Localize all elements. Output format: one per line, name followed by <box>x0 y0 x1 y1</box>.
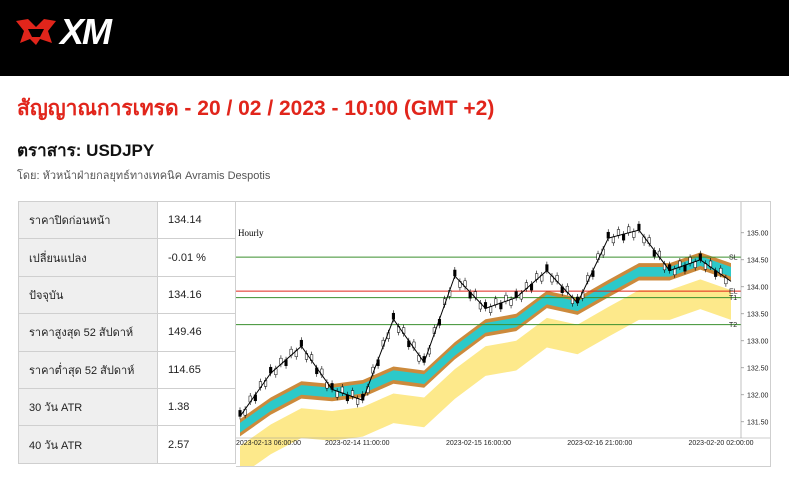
stat-value: -0.01 % <box>157 238 236 277</box>
candle-body <box>345 394 349 402</box>
x-tick-label: 2023-02-20 02:00:00 <box>689 440 754 447</box>
table-row: ราคาต่ำสุด 52 สัปดาห์ 114.65 <box>18 350 236 389</box>
byline-author: หัวหน้าฝ่ายกลยุทธ์ทางเทคนิค Avramis Desp… <box>42 170 271 182</box>
stat-value: 134.16 <box>157 275 236 315</box>
instrument-value: USDJPY <box>86 141 155 160</box>
y-tick-label: 134.00 <box>747 284 769 291</box>
stat-label: 40 วัน ATR <box>18 425 158 464</box>
x-tick-label: 2023-02-16 21:00:00 <box>567 440 632 447</box>
candle-body <box>673 268 677 276</box>
table-row: เปลี่ยนแปลง -0.01 % <box>18 238 236 277</box>
stat-value: 149.46 <box>157 313 236 352</box>
candle-body <box>606 231 610 239</box>
candle-body <box>489 306 493 313</box>
candle-body <box>698 253 702 261</box>
level-label: T2 <box>729 322 737 329</box>
candle-body <box>504 294 508 302</box>
top-bar: XM <box>0 0 789 76</box>
candle-body <box>335 390 339 398</box>
stats-table: ราคาปิดก่อนหน้า 134.14 เปลี่ยนแปลง -0.01 %… <box>18 200 236 464</box>
page-title: สัญญาณการเทรด - 20 / 02 / 2023 - 10:00 (… <box>17 97 495 120</box>
stat-value: 1.38 <box>157 387 236 427</box>
y-tick-label: 131.50 <box>747 419 769 426</box>
candle-body <box>678 260 682 268</box>
instrument-heading: ตราสาร: USDJPY <box>17 137 154 164</box>
author-byline: โดย: หัวหน้าฝ่ายกลยุทธ์ทางเทคนิค Avramis… <box>17 166 270 184</box>
stat-value: 134.14 <box>157 200 236 240</box>
candle-body <box>356 398 360 405</box>
candle-body <box>350 390 355 397</box>
level-label: T1 <box>729 295 737 302</box>
candle-body <box>622 233 626 241</box>
stat-value: 2.57 <box>157 425 236 464</box>
y-tick-label: 133.00 <box>747 338 769 345</box>
y-tick-label: 135.00 <box>747 230 769 237</box>
fast-band <box>240 256 731 433</box>
candle-body <box>627 226 631 234</box>
mid-band-outer <box>240 252 731 437</box>
candle-body <box>688 257 692 264</box>
candle-body <box>683 264 687 272</box>
stat-label: ปัจจุบัน <box>18 275 158 315</box>
candle-body <box>509 299 513 306</box>
stat-label: ราคาปิดก่อนหน้า <box>18 200 158 240</box>
candle-body <box>693 261 697 268</box>
table-row: 40 วัน ATR 2.57 <box>18 425 236 464</box>
x-tick-label: 2023-02-14 11:00:00 <box>325 440 390 447</box>
candle-body <box>632 231 636 238</box>
table-row: ราคาปิดก่อนหน้า 134.14 <box>18 200 236 240</box>
stat-label: 30 วัน ATR <box>18 387 158 427</box>
candle-body <box>494 298 498 306</box>
y-tick-label: 132.00 <box>747 392 769 399</box>
stat-value: 114.65 <box>157 350 236 389</box>
y-tick-label: 132.50 <box>747 365 769 372</box>
table-row: ราคาสูงสุด 52 สัปดาห์ 149.46 <box>18 313 236 352</box>
price-zigzag-line <box>239 229 732 417</box>
candle-body <box>391 312 395 320</box>
stat-label: เปลี่ยนแปลง <box>18 238 158 277</box>
x-tick-label: 2023-02-15 16:00:00 <box>446 440 511 447</box>
instrument-label: ตราสาร: <box>17 141 82 160</box>
candle-body <box>611 236 615 244</box>
chart-title: Hourly <box>238 228 264 238</box>
candle-body <box>616 229 621 236</box>
table-row: 30 วัน ATR 1.38 <box>18 387 236 427</box>
candle-body <box>299 339 303 347</box>
byline-prefix: โดย: <box>17 170 40 182</box>
stat-label: ราคาต่ำสุด 52 สัปดาห์ <box>18 350 158 389</box>
bull-emblem-icon <box>16 19 56 45</box>
logo-text: XM <box>60 11 112 52</box>
xm-logo[interactable]: XM <box>14 11 112 52</box>
candle-body <box>545 264 549 271</box>
candle-body <box>499 302 503 310</box>
x-tick-label: 2023-02-13 06:00:00 <box>236 440 301 447</box>
stat-label: ราคาสูงสุด 52 สัปดาห์ <box>18 313 158 352</box>
table-row: ปัจจุบัน 134.16 <box>18 275 236 315</box>
candle-body <box>637 223 641 231</box>
y-tick-label: 134.50 <box>747 257 769 264</box>
price-chart: Hourly SL EL T1 T2 135.00 134.50 134.00 133.50… <box>236 201 771 467</box>
y-tick-label: 133.50 <box>747 311 769 318</box>
candle-body <box>453 269 457 277</box>
level-label: EL <box>729 289 738 296</box>
candle-body <box>340 386 344 394</box>
slow-band <box>240 279 731 466</box>
level-label: SL <box>729 255 738 262</box>
